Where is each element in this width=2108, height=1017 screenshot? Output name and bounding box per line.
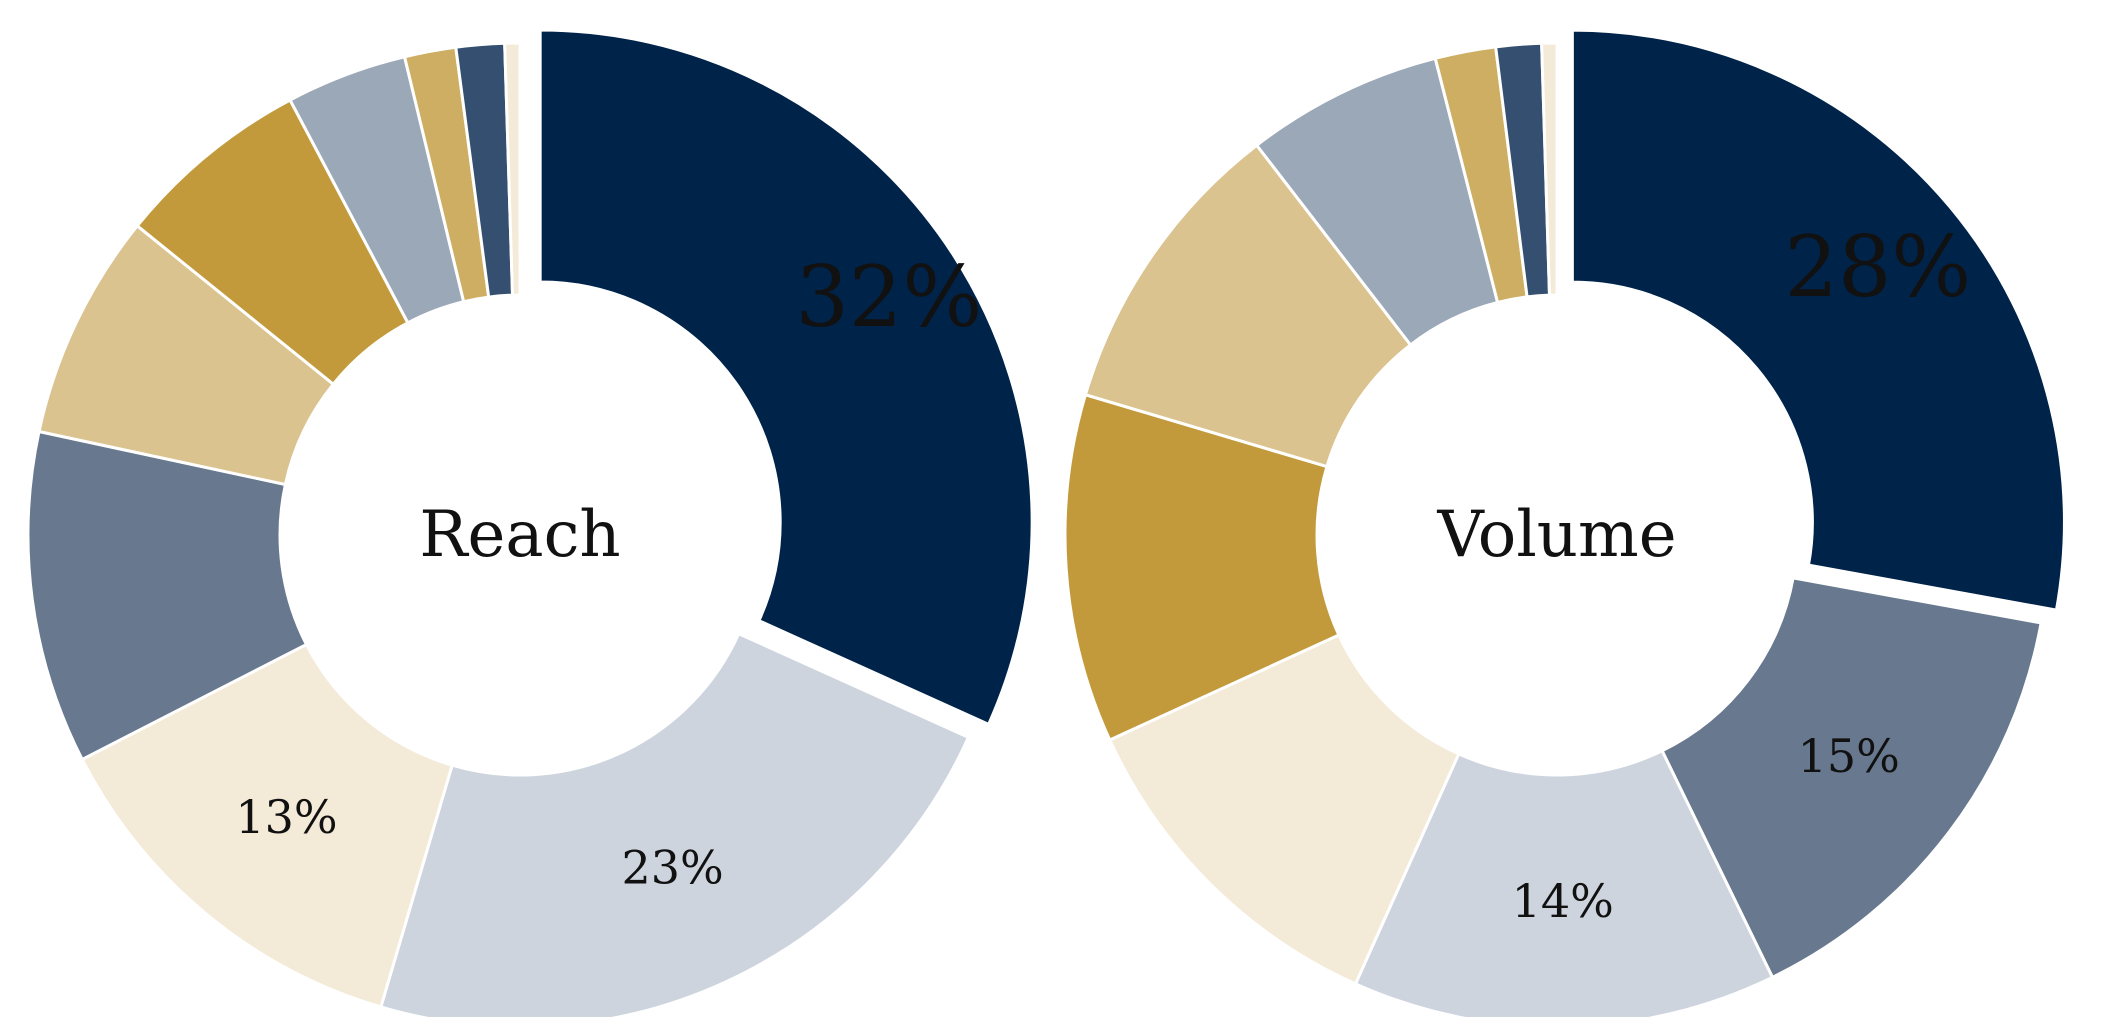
volume-donut-chart: 28% 15% 14% Volume	[1063, 28, 2066, 1017]
slice-data-label: 23%	[621, 841, 723, 895]
slice-data-label: 14%	[1512, 874, 1614, 928]
donut-center-label: Volume	[1436, 498, 1676, 572]
slice-data-label: 28%	[1785, 218, 1972, 316]
pie-slice	[1063, 392, 1341, 743]
pie-slice	[1660, 576, 2043, 980]
pie-slice	[378, 631, 971, 1017]
pie-slice	[80, 642, 454, 1009]
pie-slice	[1540, 41, 1559, 297]
pie-slice	[1570, 28, 2066, 612]
pie-slice	[538, 28, 1034, 727]
pie-slice	[1083, 143, 1413, 469]
donut-center-label: Reach	[419, 498, 620, 572]
reach-donut-chart: 32% 23% 13% Reach	[26, 28, 1034, 1017]
slice-data-label: 32%	[795, 248, 982, 346]
slice-data-label: 15%	[1798, 729, 1900, 783]
pie-slice	[26, 429, 309, 762]
pie-slice	[503, 41, 522, 297]
pie-slice	[1107, 633, 1461, 986]
slice-data-label: 13%	[235, 790, 337, 844]
